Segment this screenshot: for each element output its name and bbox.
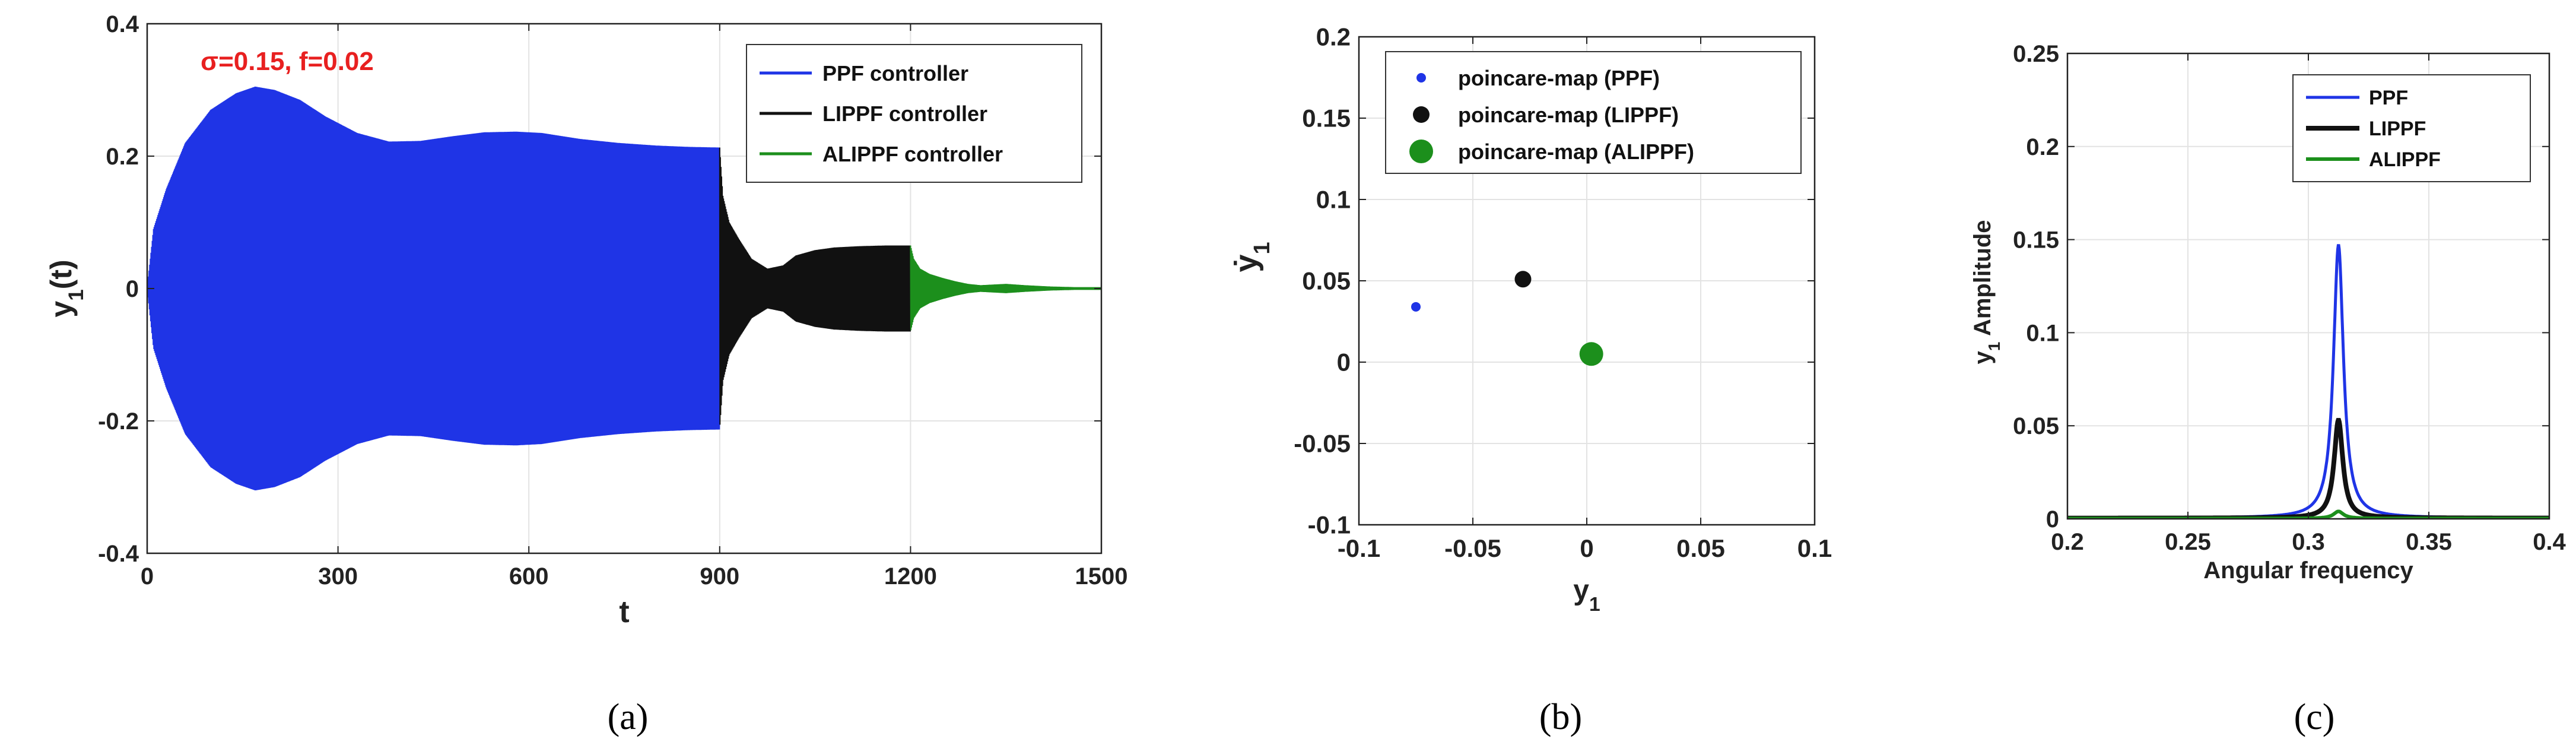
- x-tick-label: 0.3: [2292, 529, 2325, 555]
- y-tick-label: 0.1: [2026, 320, 2059, 346]
- y-tick-label: 0.2: [2026, 134, 2059, 160]
- legend-marker: [1413, 106, 1430, 123]
- x-tick-label: 0: [141, 563, 154, 589]
- y-tick-label: -0.05: [1294, 430, 1351, 458]
- y-axis-label: y1 Amplitude: [1970, 220, 2003, 364]
- x-tick-label: -0.1: [1338, 534, 1380, 562]
- scatter-point-1: [1514, 271, 1532, 288]
- legend-label: ALIPPF controller: [822, 142, 1003, 166]
- series-line-1: [719, 147, 911, 425]
- legend-label: LIPPF: [2369, 118, 2426, 140]
- legend-label: poincare-map (ALIPPF): [1458, 140, 1694, 164]
- x-tick-label: 300: [318, 563, 358, 589]
- x-tick-label: 900: [700, 563, 739, 589]
- x-axis-label: Angular frequency: [2203, 557, 2413, 584]
- legend: PPF controller LIPPF controller ALIPPF con…: [746, 44, 1082, 183]
- y-tick-label: -0.1: [1308, 511, 1351, 539]
- y-tick-label: 0: [126, 276, 139, 302]
- x-tick-label: 0.4: [2533, 529, 2566, 555]
- y-tick-label: 0.15: [1302, 104, 1351, 132]
- caption-c: (c): [2294, 697, 2335, 737]
- legend-marker: [1416, 73, 1426, 83]
- legend-marker: [1409, 140, 1433, 163]
- chart-panel-a: 0 300 600 900 1200 1500 -0.4 -0.2 0 0.2 0.4 t y1(t) σ…: [45, 11, 1127, 629]
- y-tick-label: 0.4: [106, 11, 139, 37]
- legend-label: poincare-map (LIPPF): [1458, 103, 1679, 127]
- y-tick-label: 0: [2046, 506, 2059, 533]
- x-tick-label: 0: [1580, 534, 1593, 562]
- legend-label: LIPPF controller: [822, 102, 987, 126]
- chart-panel-c: 0.2 0.25 0.3 0.35 0.400.050.10.150.20.25Angu…: [1970, 41, 2567, 584]
- y-tick-label: 0.2: [1316, 23, 1351, 51]
- y-tick-label: 0.2: [106, 144, 139, 170]
- x-tick-label: 0.35: [2406, 529, 2452, 555]
- legend-label: PPF: [2369, 87, 2408, 109]
- x-tick-label: 0.05: [1676, 534, 1725, 562]
- y-tick-label: 0.15: [2013, 227, 2059, 253]
- legend-box: [1385, 51, 1802, 174]
- legend-label: PPF controller: [822, 61, 968, 85]
- scatter-point-2: [1579, 342, 1603, 366]
- legend: PPF LIPPF ALIPPF: [2292, 74, 2531, 182]
- y-tick-label: -0.4: [98, 541, 139, 567]
- y-tick-label: -0.2: [98, 408, 139, 435]
- y-tick-label: 0.1: [1316, 186, 1351, 214]
- x-tick-label: 1200: [884, 563, 937, 589]
- scatter-point-0: [1411, 302, 1421, 312]
- y-axis-label: ẏ1: [1228, 242, 1275, 272]
- y-tick-label: 0.05: [1302, 267, 1351, 295]
- legend-label: poincare-map (PPF): [1458, 66, 1660, 90]
- x-tick-label: 0.1: [1797, 534, 1832, 562]
- x-tick-label: 0.25: [2165, 529, 2211, 555]
- x-axis-label: t: [619, 595, 629, 629]
- x-tick-label: 600: [509, 563, 549, 589]
- x-tick-label: 1500: [1075, 563, 1128, 589]
- caption-b: (b): [1539, 697, 1582, 737]
- y-axis-label: y1(t): [45, 259, 88, 317]
- y-tick-label: 0: [1337, 348, 1351, 376]
- x-tick-label: -0.05: [1444, 534, 1501, 562]
- annotation-text: σ=0.15, f=0.02: [201, 47, 374, 76]
- legend: poincare-map (PPF) poincare-map (LIPPF) po…: [1385, 51, 1802, 174]
- chart-panel-b: -0.1 -0.05 0 0.05 0.1 -0.1 -0.05 0 0.05 0.1 0.15 0.…: [1228, 23, 1832, 616]
- caption-a: (a): [608, 697, 649, 737]
- y-tick-label: 0.25: [2013, 41, 2059, 67]
- legend-label: ALIPPF: [2369, 148, 2441, 171]
- y-tick-label: 0.05: [2013, 413, 2059, 439]
- series-line-0: [147, 86, 720, 491]
- x-axis-label: y1: [1573, 575, 1600, 616]
- x-tick-label: 0.2: [2051, 529, 2084, 555]
- legend-box: [2292, 74, 2531, 182]
- series-line-2: [910, 245, 1101, 331]
